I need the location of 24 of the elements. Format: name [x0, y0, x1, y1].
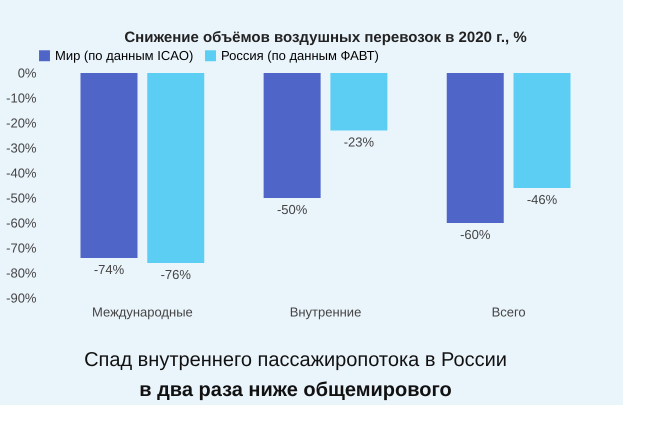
- text: в два раза ниже общемирового: [139, 379, 452, 401]
- y-tick-label: -30%: [6, 140, 37, 156]
- data-label: -23%: [344, 134, 374, 150]
- y-tick-label: -60%: [6, 216, 37, 230]
- data-label: -60%: [460, 227, 491, 242]
- chart-title: Снижение объёмов воздушных перевозок в 2020 г., %: [124, 29, 527, 46]
- data-label: -74%: [94, 262, 125, 277]
- y-tick-label: -10%: [6, 90, 37, 106]
- y-tick-label: -80%: [6, 266, 37, 280]
- x-tick-label: Международные: [92, 304, 193, 320]
- y-tick-label: -50%: [6, 190, 37, 206]
- data-label: -76%: [160, 267, 192, 282]
- x-tick-label: Внутренние: [290, 304, 362, 320]
- y-tick-label: -40%: [6, 166, 37, 180]
- text: Спад внутреннего пассажиропотока в России: [84, 349, 507, 371]
- y-tick-label: -70%: [6, 240, 37, 256]
- y-tick-label: 0%: [18, 66, 37, 80]
- x-tick-label: Всего: [492, 304, 526, 320]
- legend-label: Мир (по данным ICAO): [55, 48, 194, 63]
- y-tick-label: -90%: [6, 290, 37, 306]
- y-tick-label: -20%: [6, 116, 37, 130]
- legend-label: Россия (по данным ФАВТ): [221, 48, 379, 63]
- data-label: -50%: [276, 202, 308, 217]
- data-label: -46%: [526, 192, 558, 207]
